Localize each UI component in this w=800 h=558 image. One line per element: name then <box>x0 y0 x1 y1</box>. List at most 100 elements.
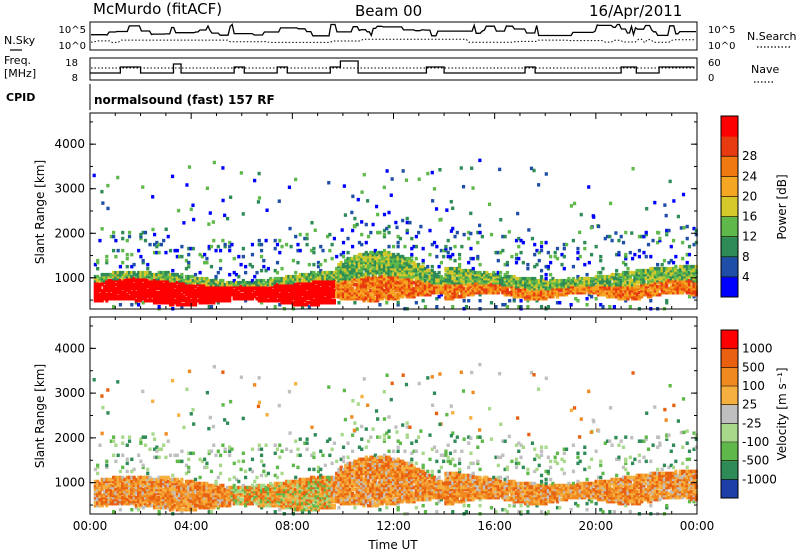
power-cell <box>428 253 431 257</box>
velocity-cell <box>146 472 149 476</box>
power-cell <box>335 255 338 258</box>
power-cell <box>353 217 356 221</box>
power-cell <box>460 166 463 170</box>
velocity-cell <box>96 472 99 476</box>
power-cell <box>312 247 315 251</box>
power-cell <box>267 267 270 271</box>
power-cell <box>214 275 217 279</box>
power-cell <box>237 255 240 258</box>
power-cell <box>538 259 541 263</box>
power-cell <box>622 241 625 245</box>
power-cell <box>498 168 501 172</box>
power-cell <box>453 259 456 263</box>
power-cell <box>418 177 421 181</box>
power-cell <box>188 165 191 169</box>
power-cell <box>226 217 229 221</box>
power-cell <box>663 259 666 263</box>
power-cell <box>397 245 400 249</box>
power-cell <box>657 231 660 235</box>
power-cell <box>343 184 346 188</box>
power-cell <box>476 255 479 258</box>
power-cell <box>488 203 491 207</box>
velocity-cell <box>146 468 149 472</box>
power-cell <box>312 263 315 267</box>
power-cell <box>504 235 507 239</box>
power-cell <box>417 231 420 235</box>
power-cell <box>462 185 465 189</box>
power-cell <box>469 232 472 236</box>
power-cell <box>405 178 408 182</box>
power-cell <box>119 303 122 307</box>
velocity-cell <box>96 464 99 468</box>
power-cell <box>112 305 115 309</box>
power-colorbar-tick-label: 24 <box>742 169 757 183</box>
power-cell <box>686 261 689 265</box>
power-cell <box>435 255 438 258</box>
power-cell <box>101 227 104 231</box>
power-cell <box>395 226 398 230</box>
velocity-cell <box>219 472 222 476</box>
power-cell <box>544 241 547 245</box>
power-cell <box>497 259 500 263</box>
power-cell <box>403 245 406 249</box>
power-cell <box>294 271 297 275</box>
power-cell <box>237 275 240 279</box>
power-cell <box>351 229 354 233</box>
power-cell <box>629 251 632 255</box>
power-cell <box>207 222 210 226</box>
power-cell <box>98 239 101 243</box>
power-cell <box>458 263 461 267</box>
power-cell <box>471 186 474 190</box>
power-cell <box>106 207 109 211</box>
power-cell <box>194 273 197 277</box>
power-cell <box>260 249 263 253</box>
power-cell <box>363 173 366 177</box>
power-cell <box>438 218 441 222</box>
power-cell <box>617 239 620 243</box>
freq-tick-top: 18 <box>65 58 78 69</box>
power-cell <box>121 237 124 241</box>
power-cell <box>435 245 438 249</box>
power-cell <box>319 245 322 249</box>
power-cell <box>242 247 245 251</box>
power-cell <box>294 178 297 182</box>
velocity-cell <box>210 450 213 454</box>
power-cell <box>651 239 654 243</box>
power-cell <box>112 231 115 235</box>
power-cell <box>288 186 291 190</box>
power-cell <box>305 237 308 241</box>
power-cell <box>280 245 283 249</box>
power-cell <box>638 255 641 258</box>
power-cell <box>688 253 691 257</box>
power-colorbar-blocks <box>721 116 738 298</box>
power-cell <box>672 199 675 203</box>
power-cell <box>629 305 632 309</box>
velocity-cell <box>192 452 195 456</box>
power-cell <box>572 239 575 243</box>
power-cell <box>229 195 232 199</box>
power-cell <box>576 299 579 303</box>
power-cell <box>431 171 434 175</box>
power-cell <box>333 237 336 241</box>
power-cell <box>532 169 535 173</box>
power-cell <box>292 259 295 263</box>
power-cell <box>653 201 656 205</box>
power-cell <box>206 187 209 191</box>
velocity-cell <box>119 470 122 474</box>
velocity-cell <box>128 435 131 439</box>
power-cell <box>451 253 454 257</box>
power-colorbar-block <box>721 277 738 298</box>
power-cell <box>260 243 263 247</box>
power-cell <box>631 167 634 171</box>
power-cell <box>576 251 579 255</box>
power-cell <box>176 249 179 253</box>
power-cell <box>258 239 261 243</box>
power-cell <box>209 211 212 215</box>
power-cell <box>406 229 409 233</box>
velocity-cell <box>119 508 122 512</box>
power-cell <box>549 261 552 265</box>
power-ytick-label: 4000 <box>54 137 85 151</box>
power-cell <box>686 225 689 229</box>
power-cell <box>191 204 194 208</box>
power-cell <box>522 241 525 245</box>
